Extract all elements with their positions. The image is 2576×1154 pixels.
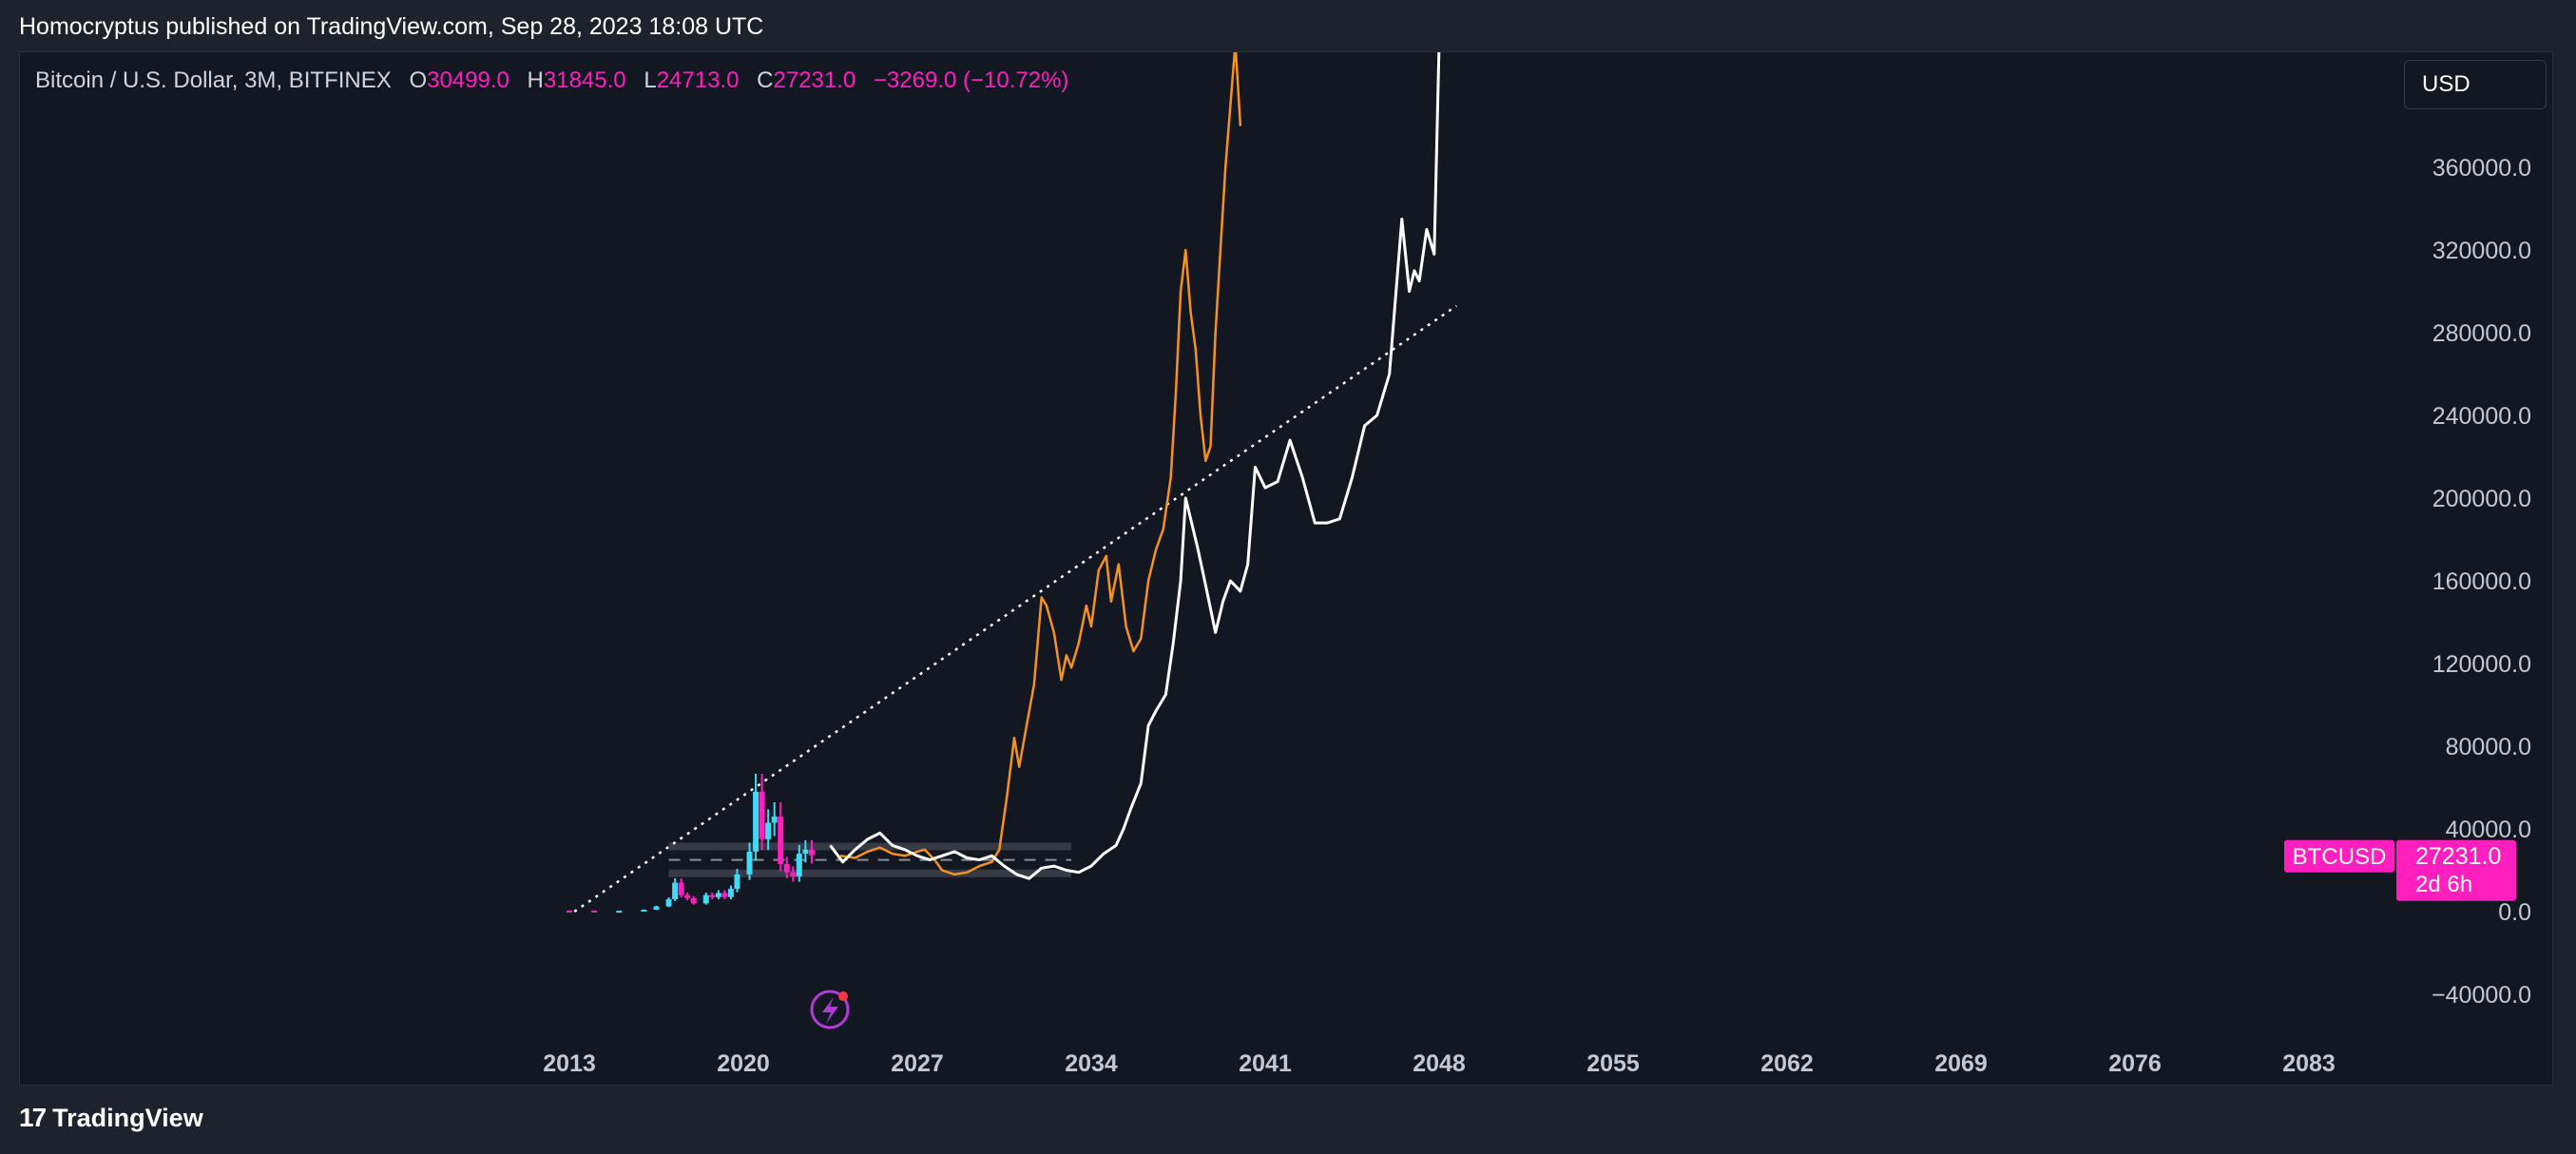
candle-body (641, 910, 647, 913)
price-tag-bg (2396, 839, 2516, 901)
y-tick-label: 280000.0 (2432, 320, 2531, 347)
low-label: L (644, 67, 657, 93)
ticker-tag-bg (2284, 839, 2394, 873)
y-tick-label: 0.0 (2498, 899, 2531, 926)
x-tick-label: 2055 (1586, 1050, 1640, 1077)
candle-body (783, 863, 790, 873)
y-tick-label: 120000.0 (2432, 651, 2531, 678)
candle-body (591, 910, 598, 913)
x-tick-label: 2083 (2282, 1050, 2336, 1077)
y-tick-label: 160000.0 (2432, 568, 2531, 595)
candle-body (796, 854, 802, 877)
x-tick-label: 2013 (543, 1050, 596, 1077)
lightning-icon[interactable] (810, 990, 850, 1029)
y-tick-label: 80000.0 (2446, 734, 2531, 760)
high-value: 31845.0 (543, 67, 626, 93)
y-tick-label: 360000.0 (2432, 155, 2531, 182)
price-band (668, 869, 1072, 877)
candle-body (765, 822, 772, 839)
candle-body (684, 894, 691, 898)
orange-projection-line (839, 52, 1242, 876)
x-tick-label: 2069 (1934, 1050, 1988, 1077)
x-tick-label: 2062 (1760, 1050, 1814, 1077)
candle-body (690, 897, 697, 904)
publisher-line: Homocryptus published on TradingView.com… (19, 13, 764, 40)
candle-body (753, 791, 759, 852)
x-tick-label: 2020 (717, 1050, 770, 1077)
price-tag-value: 27231.0 (2415, 843, 2501, 870)
price-band (668, 842, 1072, 851)
symbol-label[interactable]: Bitcoin / U.S. Dollar, 3M, BITFINEX (35, 67, 392, 93)
dotted-trendline (573, 304, 1458, 914)
open-value: 30499.0 (427, 67, 509, 93)
candle-body (734, 874, 740, 890)
candle-body (665, 898, 672, 907)
candle-body (702, 894, 709, 904)
candle-body (678, 882, 684, 895)
ticker-tag-label: BTCUSD (2293, 844, 2387, 870)
x-tick-label: 2048 (1413, 1050, 1466, 1077)
candle-body (808, 849, 815, 856)
x-tick-label: 2027 (891, 1050, 944, 1077)
candle-body (771, 816, 778, 823)
y-tick-label: 320000.0 (2432, 238, 2531, 264)
y-tick-label: 40000.0 (2446, 817, 2531, 843)
y-tick-label: −40000.0 (2432, 982, 2531, 1009)
candle-body (715, 893, 721, 897)
candle-body (778, 816, 784, 864)
candle-body (727, 889, 734, 897)
candle-body (567, 910, 572, 913)
candle-body (672, 882, 679, 899)
ohlc-legend: Bitcoin / U.S. Dollar, 3M, BITFINEX O304… (35, 67, 1068, 94)
lightning-icon-ring (810, 990, 850, 1029)
tradingview-logo-icon: 17 (19, 1103, 47, 1132)
x-tick-label: 2034 (1065, 1050, 1118, 1077)
candle-body (709, 894, 716, 897)
lightning-icon-bolt (822, 997, 838, 1024)
candle-body (721, 893, 728, 897)
close-label: C (757, 67, 774, 93)
y-tick-label: 240000.0 (2432, 403, 2531, 430)
plot-area (567, 52, 1458, 914)
brand-name: TradingView (52, 1103, 203, 1132)
candle-body (790, 872, 797, 877)
y-tick-label: 200000.0 (2432, 486, 2531, 512)
chart-canvas[interactable]: 360000.0 320000.0 280000.0 240000.0 200000.0… (20, 52, 2553, 1086)
notification-dot-icon (838, 991, 848, 1001)
candle-body (653, 906, 660, 911)
candle-body (759, 791, 765, 839)
x-tick-label: 2076 (2108, 1050, 2162, 1077)
candle-body (802, 849, 809, 855)
low-value: 24713.0 (656, 67, 740, 93)
white-projection-line (829, 52, 1441, 880)
candle-body (746, 851, 753, 875)
footer-brand[interactable]: 17 TradingView (19, 1103, 203, 1133)
chart-pane[interactable]: 360000.0 320000.0 280000.0 240000.0 200000.0… (19, 51, 2553, 1086)
change-value: −3269.0 (−10.72%) (873, 67, 1069, 93)
candle-body (616, 911, 623, 914)
price-tag-countdown: 2d 6h (2415, 872, 2472, 897)
currency-button[interactable]: USD (2404, 60, 2547, 109)
open-label: O (409, 67, 428, 93)
x-tick-label: 2041 (1239, 1050, 1292, 1077)
high-label: H (527, 67, 544, 93)
close-value: 27231.0 (773, 67, 856, 93)
